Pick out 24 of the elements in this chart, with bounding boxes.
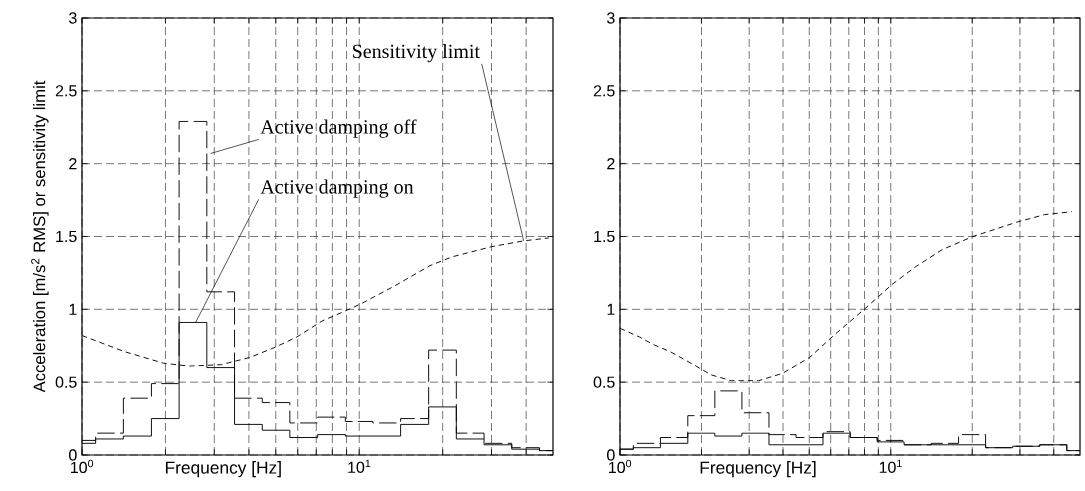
annotation: Active damping on: [260, 179, 414, 198]
x-tick-label: 10$^{1}$: [879, 459, 902, 473]
annotation: Sensitivity limit: [353, 44, 480, 63]
y-tick-label: 3: [607, 12, 615, 24]
y-tick-label: 2: [69, 158, 77, 170]
y-tick-label: 2.5: [593, 85, 615, 97]
y-tick-label: 2.5: [55, 85, 77, 97]
y-tick-label: 0.5: [593, 376, 615, 388]
x-axis-title: Frequency [Hz]: [700, 461, 816, 478]
y-tick-label: 0: [607, 449, 615, 461]
y-tick-label: 0.5: [55, 376, 77, 388]
x-tick-label: 10$^{1}$: [348, 459, 371, 473]
y-tick-label: 2: [607, 158, 615, 170]
y-tick-label: 1.5: [594, 230, 615, 243]
y-tick-label: 1: [607, 303, 615, 315]
y-tick-label: 1: [69, 303, 77, 315]
annotation: Active damping off: [260, 119, 417, 138]
y-axis-title: Acceleration [m/s$^{2}$ RMS] or sensitivity limit: [31, 80, 49, 393]
x-axis-title: Frequency [Hz]: [165, 461, 281, 478]
y-tick-label: 1.5: [56, 230, 77, 243]
y-tick-label: 0: [69, 449, 77, 461]
x-tick-label: 10$^{0}$: [609, 459, 632, 474]
x-tick-label: 10$^{0}$: [71, 459, 94, 474]
y-tick-label: 3: [69, 12, 77, 24]
